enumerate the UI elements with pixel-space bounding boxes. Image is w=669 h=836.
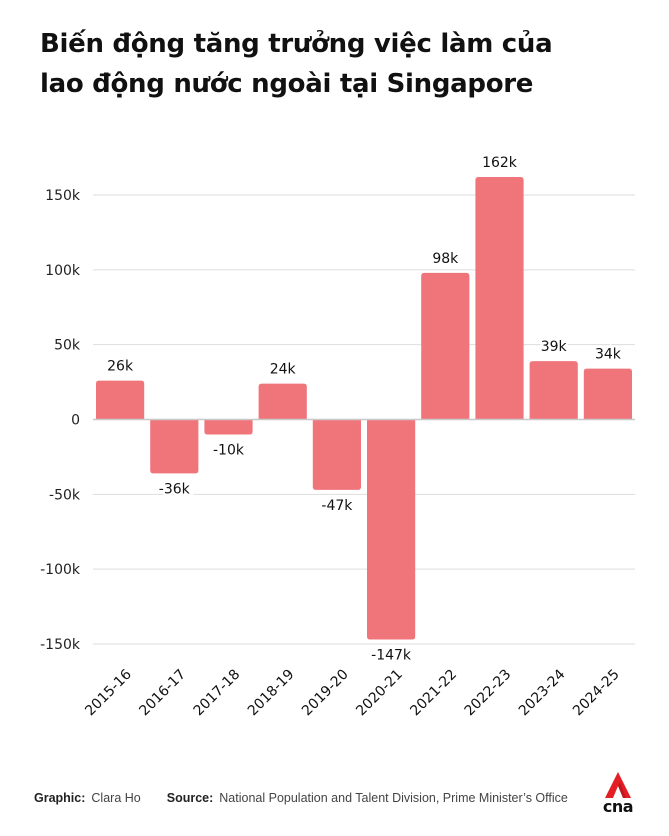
data-labels: 26k -36k -10k 24k -47k -147k 98k 162k 39k 34k	[105, 153, 624, 665]
data-label: 24k	[270, 362, 297, 378]
bar-2024-25	[583, 368, 632, 420]
graphic-credit: Graphic: Clara Ho	[34, 791, 141, 805]
x-tick-label: 2019-20	[299, 667, 352, 720]
x-tick-label: 2017-18	[191, 667, 244, 720]
y-tick-label: 50k	[54, 338, 81, 354]
y-tick-label: -150k	[40, 637, 81, 653]
bar-chart: 150k 100k 50k 0 -50k -100k -150k 26k -36k -10k 24…	[40, 153, 635, 719]
bar-2016-17	[150, 419, 199, 474]
bars	[96, 177, 632, 640]
bar-2015-16	[96, 380, 145, 420]
data-label: -147k	[371, 648, 412, 664]
data-label: 162k	[482, 155, 518, 171]
cna-logo-icon	[605, 772, 631, 798]
data-label: -47k	[321, 498, 353, 514]
y-tick-label: 100k	[45, 263, 81, 279]
bar-2021-22	[421, 272, 470, 420]
y-tick-label: -100k	[40, 562, 81, 578]
data-label: 26k	[107, 359, 134, 375]
chart-title: Biến động tăng trưởng việc làm của lao đ…	[40, 24, 640, 104]
x-tick-label: 2016-17	[136, 667, 189, 720]
y-tick-label: -50k	[49, 487, 81, 503]
x-tick-label: 2024-25	[570, 667, 623, 720]
cna-logo-text: cna	[602, 797, 634, 816]
bar-2022-23	[475, 177, 524, 420]
cna-logo: cna	[600, 772, 636, 816]
data-label: 98k	[432, 251, 459, 267]
bar-2023-24	[529, 361, 578, 420]
graphic-credit-label: Graphic:	[34, 791, 86, 805]
source-credit: Source: National Population and Talent Di…	[167, 791, 568, 805]
y-axis-ticks: 150k 100k 50k 0 -50k -100k -150k	[40, 188, 81, 653]
data-label: 39k	[541, 339, 568, 355]
x-tick-label: 2018-19	[245, 667, 298, 720]
chart-title-line-1: Biến động tăng trưởng việc làm của	[40, 29, 553, 59]
source-credit-label: Source:	[166, 791, 214, 805]
bar-2018-19	[258, 383, 307, 420]
y-tick-label: 150k	[45, 188, 81, 204]
x-tick-label: 2023-24	[516, 666, 569, 719]
bar-2019-20	[312, 419, 361, 490]
chart-title-line-2: lao động nước ngoài tại Singapore	[40, 69, 534, 99]
source-credit-value: National Population and Talent Division,…	[219, 791, 568, 805]
x-tick-label: 2015-16	[82, 666, 135, 719]
footer-credits: Graphic: Clara Ho Source: National Populat…	[34, 791, 568, 805]
x-tick-label: 2021-22	[407, 667, 460, 720]
bar-2017-18	[204, 419, 253, 435]
graphic-credit-value: Clara Ho	[91, 791, 141, 805]
x-tick-label: 2022-23	[462, 667, 515, 720]
data-label: -10k	[213, 442, 245, 458]
x-axis-ticks: 2015-16 2016-17 2017-18 2018-19 2019-20 2020-…	[82, 666, 622, 719]
data-label: 34k	[595, 347, 622, 363]
data-label: -36k	[159, 481, 191, 497]
bar-2020-21	[367, 419, 416, 640]
gridlines	[93, 194, 635, 645]
x-tick-label: 2020-21	[353, 667, 406, 720]
y-tick-label: 0	[71, 413, 80, 429]
